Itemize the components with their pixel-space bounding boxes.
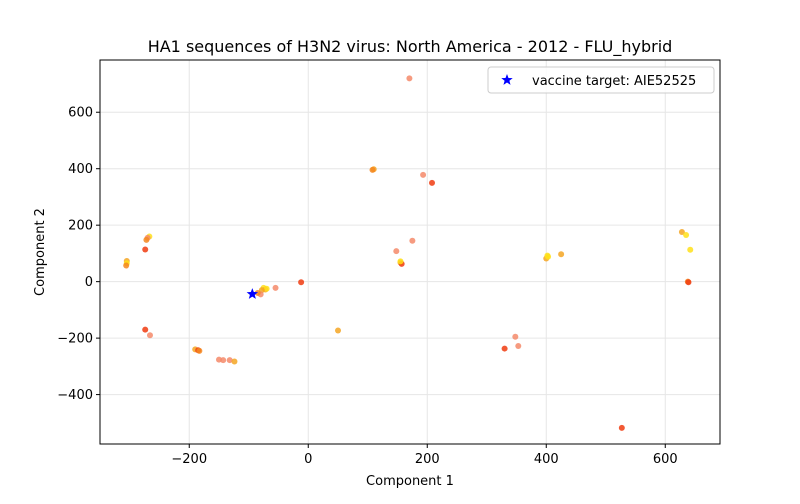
data-point	[146, 332, 153, 339]
x-tick-label: 600	[653, 452, 678, 467]
data-point	[298, 279, 305, 286]
data-point	[123, 262, 130, 269]
grid-lines	[100, 60, 720, 444]
x-axis-label: Component 1	[366, 474, 454, 489]
data-points	[123, 75, 694, 431]
data-point	[226, 357, 233, 364]
data-point	[196, 347, 203, 354]
data-point	[272, 284, 279, 291]
y-tick-label: 600	[68, 106, 93, 121]
y-tick-label: −400	[57, 388, 93, 403]
y-tick-label: −200	[57, 332, 93, 347]
legend-box	[487, 66, 715, 94]
data-point	[397, 258, 404, 265]
data-point	[512, 333, 519, 340]
data-point	[142, 246, 149, 253]
data-point	[515, 343, 522, 350]
chart-title: HA1 sequences of H3N2 virus: North Ameri…	[148, 37, 673, 57]
legend: vaccine target: AIE52525	[487, 66, 715, 94]
plot-area	[99, 59, 721, 445]
data-point	[558, 251, 565, 258]
data-point	[369, 166, 376, 173]
data-point	[143, 236, 150, 243]
data-point	[618, 424, 625, 431]
vaccine-target-star	[246, 288, 259, 299]
y-tick-label: 200	[68, 219, 93, 234]
data-point	[393, 248, 400, 255]
x-tick-label: −200	[171, 452, 207, 467]
data-point	[429, 179, 436, 186]
y-tick-label: 0	[85, 275, 93, 290]
data-point	[501, 345, 508, 352]
x-tick-label: 400	[534, 452, 559, 467]
legend-star-icon	[501, 74, 513, 85]
y-tick-label: 400	[68, 162, 93, 177]
data-point	[335, 327, 342, 334]
data-point	[254, 289, 261, 296]
legend-star-marker	[501, 74, 513, 85]
data-point	[409, 237, 416, 244]
data-point	[220, 357, 227, 364]
data-point	[678, 228, 685, 235]
legend-label-vaccine-target: vaccine target: AIE52525	[532, 74, 696, 89]
y-axis-label: Component 2	[33, 208, 48, 296]
x-tick-label: 0	[304, 452, 312, 467]
axis-ticks: −200 0 200 400 600 −400 −200 0 200 400 600	[57, 106, 677, 467]
data-point	[420, 171, 427, 178]
data-point	[231, 358, 238, 365]
data-point	[683, 232, 690, 239]
data-point	[142, 326, 149, 333]
data-point	[406, 75, 413, 82]
data-point	[545, 253, 552, 260]
data-point	[685, 279, 692, 286]
x-tick-label: 200	[415, 452, 440, 467]
data-point	[687, 246, 694, 253]
data-point	[263, 285, 270, 292]
